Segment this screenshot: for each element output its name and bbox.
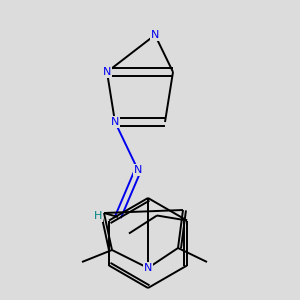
Text: N: N [111,117,119,127]
Text: N: N [103,67,111,77]
Text: H: H [94,211,102,221]
Text: N: N [151,30,159,40]
Text: N: N [144,263,152,273]
Text: N: N [134,165,142,175]
